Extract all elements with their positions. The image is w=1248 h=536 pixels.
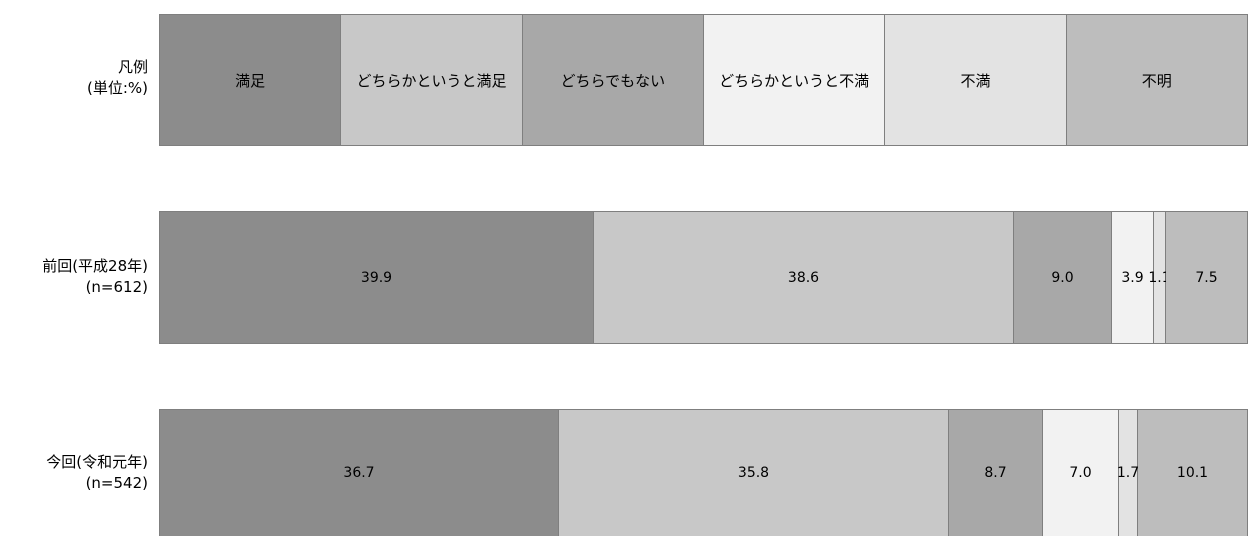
segment-value-label: 3.9 bbox=[1121, 269, 1144, 286]
segment-value-label: 35.8 bbox=[737, 465, 770, 481]
segment-somewhat-dissatisfied: 7.0 bbox=[1043, 409, 1119, 536]
segment-dissatisfied: 1.7 bbox=[1116, 409, 1140, 536]
legend-cell-neutral: どちらでもない bbox=[522, 14, 704, 146]
segment-unknown: 7.5 bbox=[1166, 211, 1248, 344]
segment-value-label: 7.0 bbox=[1069, 465, 1092, 481]
legend-cell-somewhat-dissatisfied: どちらかというと不満 bbox=[703, 14, 886, 146]
row-label-current: 今回(令和元年) (n=542) bbox=[0, 452, 148, 494]
legend-title-line2: (単位:%) bbox=[86, 79, 148, 97]
segment-somewhat-satisfied: 38.6 bbox=[594, 211, 1014, 344]
segment-satisfied: 36.7 bbox=[159, 409, 559, 536]
legend-cell-somewhat-satisfied: どちらかというと満足 bbox=[341, 14, 523, 146]
legend-title: 凡例 (単位:%) bbox=[0, 57, 148, 99]
legend-title-line1: 凡例 bbox=[117, 58, 148, 76]
legend-cell-unknown: 不明 bbox=[1066, 14, 1248, 146]
legend-cell-satisfied: 満足 bbox=[159, 14, 342, 146]
segment-somewhat-satisfied: 35.8 bbox=[559, 409, 949, 536]
segment-value-label: 9.0 bbox=[1051, 269, 1074, 286]
segment-value-label: 7.5 bbox=[1195, 269, 1218, 286]
bar-previous: 39.9 38.6 9.0 3.9 1.1 7.5 bbox=[159, 211, 1248, 344]
segment-value-label: 10.1 bbox=[1176, 465, 1209, 481]
row-label-previous-line1: 前回(平成28年) bbox=[42, 257, 148, 275]
segment-neutral: 8.7 bbox=[949, 409, 1043, 536]
segment-neutral: 9.0 bbox=[1014, 211, 1112, 344]
row-label-current-line1: 今回(令和元年) bbox=[46, 453, 148, 471]
segment-value-label: 1.1 bbox=[1148, 269, 1171, 286]
segment-somewhat-dissatisfied: 3.9 bbox=[1112, 211, 1154, 344]
segment-value-label: 36.7 bbox=[343, 465, 375, 481]
segment-value-label: 39.9 bbox=[360, 269, 393, 286]
legend-bar: 満足 どちらかというと満足 どちらでもない どちらかというと不満 不満 不明 bbox=[159, 14, 1248, 146]
bar-current: 36.7 35.8 8.7 7.0 1.7 10.1 bbox=[159, 409, 1248, 536]
row-label-previous-line2: (n=612) bbox=[85, 278, 148, 296]
segment-satisfied: 39.9 bbox=[159, 211, 594, 344]
segment-value-label: 8.7 bbox=[984, 465, 1007, 481]
row-label-previous: 前回(平成28年) (n=612) bbox=[0, 256, 148, 298]
segment-value-label: 1.7 bbox=[1116, 465, 1140, 481]
segment-dissatisfied: 1.1 bbox=[1148, 211, 1171, 344]
row-label-current-line2: (n=542) bbox=[85, 474, 148, 492]
segment-value-label: 38.6 bbox=[787, 269, 820, 286]
segment-unknown: 10.1 bbox=[1138, 409, 1248, 536]
legend-cell-dissatisfied: 不満 bbox=[885, 14, 1067, 146]
